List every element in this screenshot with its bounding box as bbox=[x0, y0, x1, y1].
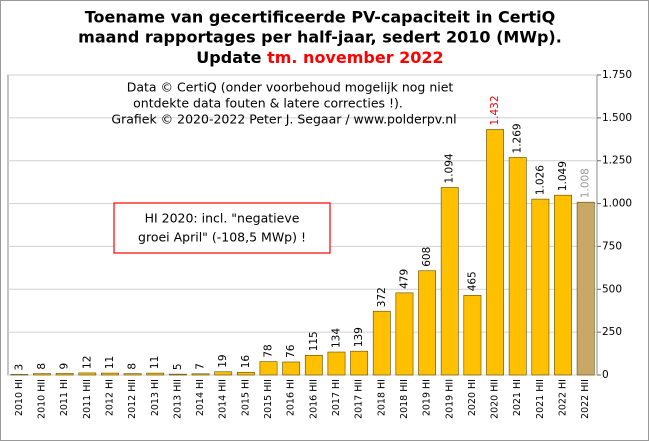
data-label: 8 bbox=[127, 363, 139, 370]
x-tick-label: 2021 HI bbox=[512, 379, 523, 416]
bar bbox=[304, 354, 323, 376]
annotation: Data © CertiQ (onder voorbehoud mogelijk… bbox=[127, 80, 454, 95]
data-label: 11 bbox=[104, 356, 116, 369]
x-tick-label: 2013 HI bbox=[150, 379, 161, 416]
bar bbox=[531, 198, 550, 376]
bar bbox=[282, 361, 301, 376]
data-label: 1.432 bbox=[489, 95, 501, 125]
bar bbox=[576, 201, 595, 376]
chart-title: Toename van gecertificeerde PV-capacitei… bbox=[85, 8, 556, 27]
y-tick-label: 1.000 bbox=[602, 198, 632, 210]
x-tick-label: 2017 HII bbox=[354, 379, 365, 419]
x-tick-label: 2019 HI bbox=[422, 379, 433, 416]
data-label: 16 bbox=[240, 355, 252, 369]
data-label: 9 bbox=[59, 363, 71, 370]
x-tick-label: 2017 HI bbox=[331, 379, 342, 416]
x-tick-label: 2014 HII bbox=[218, 379, 229, 419]
bar bbox=[10, 374, 29, 376]
data-label: 1.008 bbox=[580, 168, 592, 198]
x-tick-label: 2012 HI bbox=[104, 379, 115, 416]
x-tick-label: 2010 HII bbox=[36, 379, 47, 419]
bar bbox=[168, 373, 187, 376]
x-tick-label: 2021 HII bbox=[535, 379, 546, 419]
bar bbox=[33, 373, 51, 376]
x-tick-label: 2013 HII bbox=[172, 379, 183, 419]
data-label: 78 bbox=[263, 344, 275, 357]
title-update: Update bbox=[196, 48, 261, 67]
x-tick-label: 2022 HI bbox=[558, 379, 569, 416]
bar bbox=[372, 310, 391, 376]
data-label: 1.094 bbox=[444, 153, 456, 183]
bar bbox=[101, 372, 119, 376]
x-tick-label: 2010 HI bbox=[14, 379, 25, 416]
title-highlight: tm. november 2022 bbox=[267, 48, 444, 67]
y-tick-label: 500 bbox=[602, 283, 622, 295]
annotation: ontdekte data fouten & latere correcties… bbox=[133, 96, 403, 111]
y-tick-label: 250 bbox=[602, 326, 622, 338]
data-label: 1.269 bbox=[512, 123, 524, 153]
x-tick-label: 2020 HII bbox=[490, 379, 501, 419]
y-tick-label: 1.750 bbox=[602, 69, 632, 81]
data-label: 3 bbox=[13, 364, 25, 371]
data-label: 115 bbox=[308, 331, 320, 351]
chart-title: maand rapportages per half-jaar, sedert … bbox=[78, 28, 562, 47]
bar bbox=[55, 373, 74, 376]
bar bbox=[236, 371, 255, 376]
callout: HI 2020: incl. "negatieve bbox=[145, 211, 300, 226]
data-label: 479 bbox=[398, 269, 410, 289]
data-label: 372 bbox=[376, 287, 388, 307]
data-label: 608 bbox=[421, 247, 433, 267]
bar bbox=[191, 373, 210, 376]
x-tick-label: 2014 HI bbox=[195, 379, 206, 416]
chart-title: Update tm. november 2022 bbox=[196, 48, 443, 67]
data-label: 465 bbox=[466, 271, 478, 291]
bar bbox=[463, 294, 482, 376]
bar bbox=[508, 157, 527, 376]
data-label: 1.026 bbox=[534, 165, 546, 195]
bar bbox=[123, 373, 142, 376]
x-tick-label: 2019 HII bbox=[444, 379, 455, 419]
data-label: 8 bbox=[36, 363, 48, 370]
x-tick-label: 2018 HII bbox=[399, 379, 410, 419]
x-tick-label: 2020 HI bbox=[467, 379, 478, 416]
bar bbox=[554, 194, 572, 376]
bar bbox=[214, 371, 233, 376]
callout: groei April" (-108,5 MWp) ! bbox=[138, 230, 306, 245]
bar bbox=[78, 372, 97, 376]
bar bbox=[350, 350, 369, 376]
x-tick-label: 2015 HI bbox=[240, 379, 251, 416]
data-label: 139 bbox=[353, 327, 365, 347]
y-tick-label: 750 bbox=[602, 240, 622, 252]
x-tick-label: 2015 HII bbox=[263, 379, 274, 419]
bar bbox=[259, 361, 278, 376]
x-tick-label: 2016 HII bbox=[308, 379, 319, 419]
data-label: 1.049 bbox=[557, 161, 569, 191]
data-label: 12 bbox=[81, 356, 93, 369]
x-tick-label: 2012 HII bbox=[127, 379, 138, 419]
x-tick-label: 2011 HI bbox=[59, 379, 70, 416]
data-label: 134 bbox=[330, 328, 342, 348]
x-tick-label: 2018 HI bbox=[376, 379, 387, 416]
x-tick-label: 2011 HII bbox=[82, 379, 93, 419]
data-label: 7 bbox=[195, 363, 207, 370]
bar bbox=[486, 129, 504, 376]
bar bbox=[327, 351, 346, 376]
x-tick-label: 2016 HI bbox=[286, 379, 297, 416]
bar bbox=[418, 270, 437, 376]
bar bbox=[395, 292, 414, 376]
x-tick-label: 2022 HII bbox=[580, 379, 591, 419]
data-label: 76 bbox=[285, 344, 297, 358]
callout-box bbox=[113, 202, 331, 254]
y-tick-label: 0 bbox=[602, 369, 609, 381]
annotation: Grafiek © 2020-2022 Peter J. Segaar / ww… bbox=[111, 112, 456, 127]
data-label: 5 bbox=[172, 363, 184, 370]
bar bbox=[440, 187, 459, 376]
bar bbox=[146, 372, 165, 376]
data-label: 11 bbox=[149, 356, 161, 369]
y-tick-label: 1.250 bbox=[602, 155, 632, 167]
y-tick-label: 1.500 bbox=[602, 112, 632, 124]
data-label: 19 bbox=[217, 354, 229, 367]
